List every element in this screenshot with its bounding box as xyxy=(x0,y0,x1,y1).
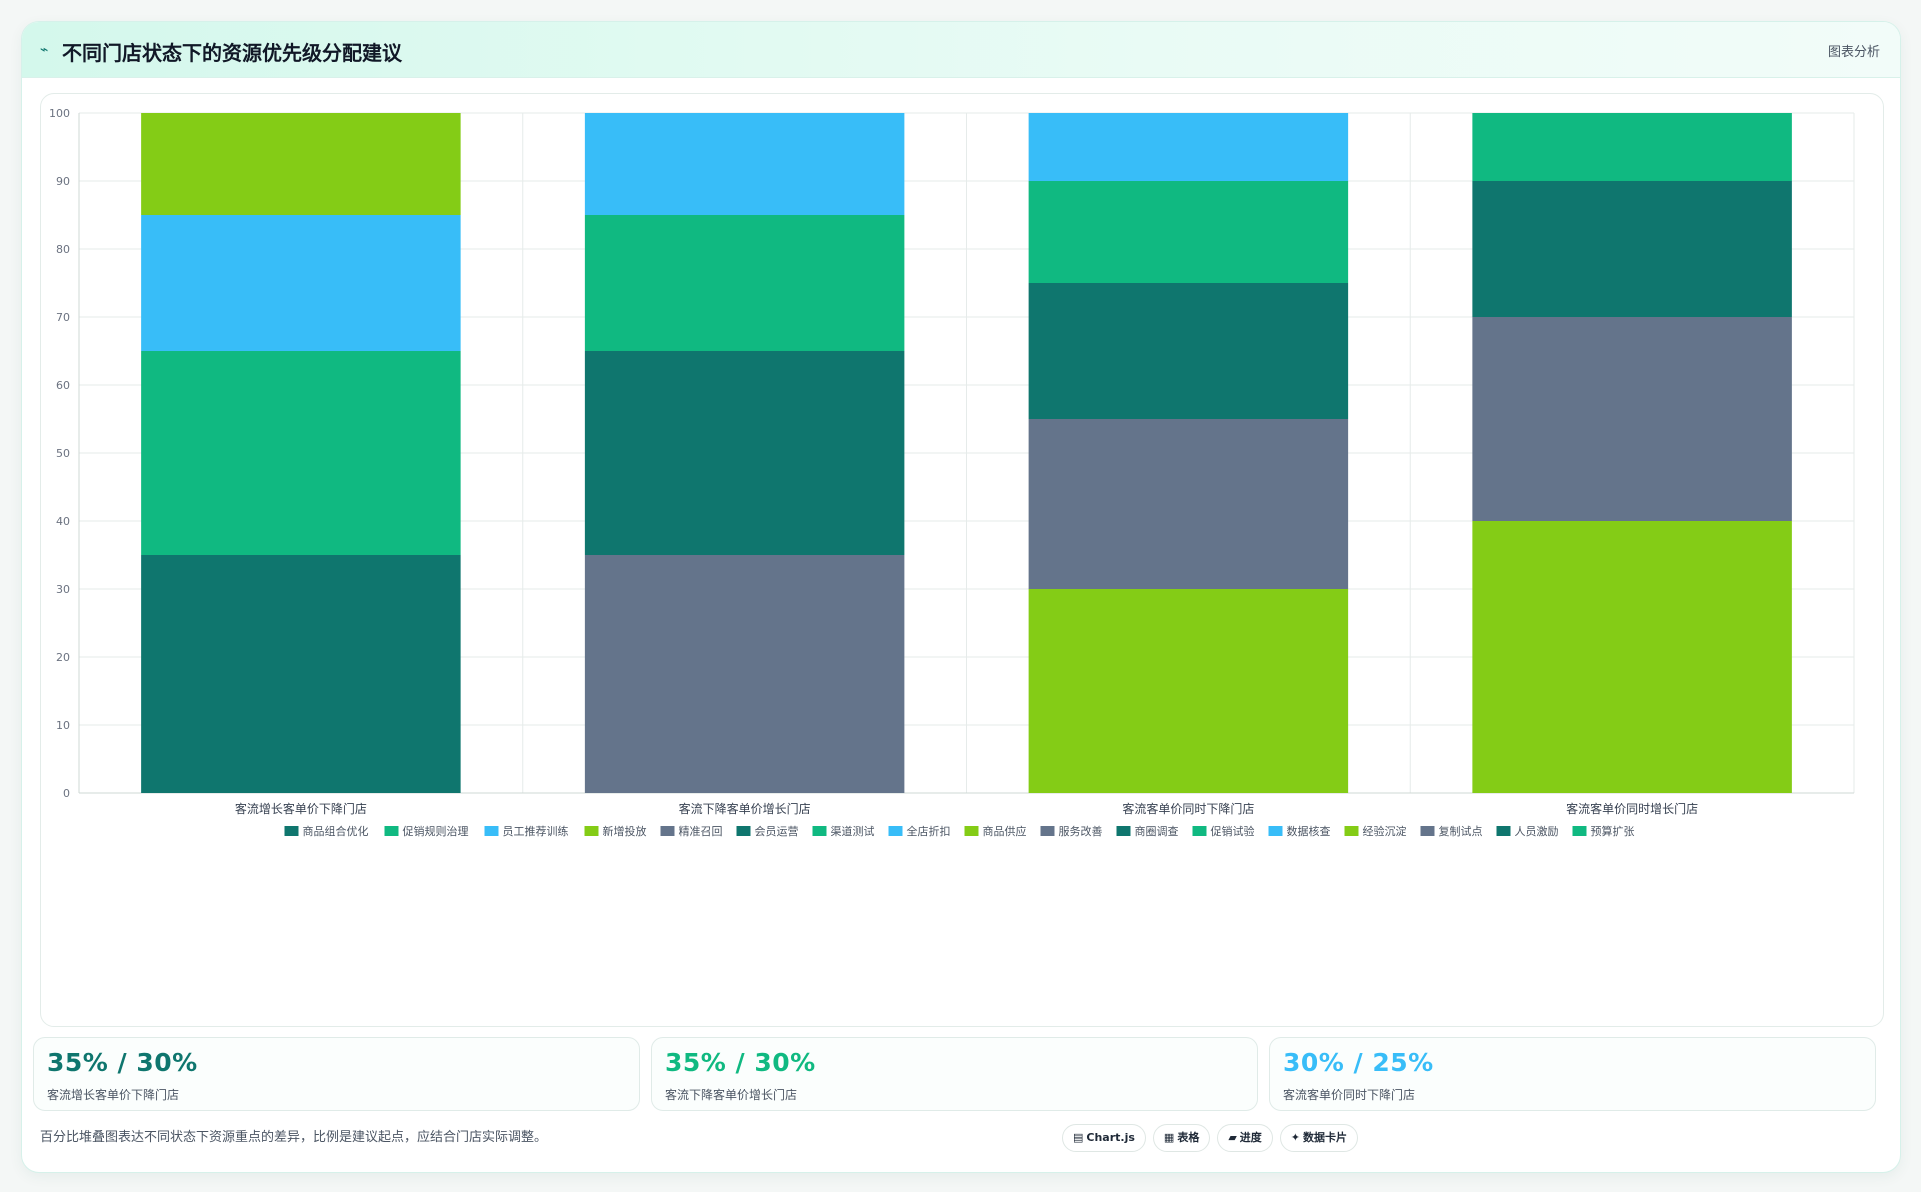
stat-value: 35% / 30% xyxy=(47,1048,198,1077)
y-tick-label: 30 xyxy=(56,583,70,596)
stacked-bar-chart: 0 10 20 30 40 50 60 70 80 90 100 客流增长客单价下降门店 客流下降客单价… xyxy=(49,107,1855,838)
card-icon: ✦ xyxy=(1290,1131,1301,1144)
legend-swatch xyxy=(1040,826,1055,836)
legend-label: 新增投放 xyxy=(603,824,647,838)
bar-segment xyxy=(584,351,905,555)
legend-label: 促销试验 xyxy=(1211,824,1255,838)
legend-swatch xyxy=(1116,826,1131,836)
chip-label: 表格 xyxy=(1177,1131,1200,1144)
chart-panel: 0 10 20 30 40 50 60 70 80 90 100 客流增长客单价下降门店 客流下降客单价… xyxy=(40,93,1884,1027)
legend-label: 商品组合优化 xyxy=(303,824,369,838)
x-tick-label: 客流客单价同时下降门店 xyxy=(1122,801,1254,816)
legend-label: 员工推荐训练 xyxy=(503,824,569,838)
sparkle-icon: ⌁ xyxy=(40,42,49,58)
chip-table[interactable]: ▦ 表格 xyxy=(1152,1124,1211,1152)
bar-segment xyxy=(141,351,461,555)
bar-segment xyxy=(584,215,905,351)
legend-swatch xyxy=(1572,826,1587,836)
stat-label: 客流客单价同时下降门店 xyxy=(1283,1088,1416,1102)
y-tick-label: 20 xyxy=(56,651,70,664)
legend-swatch xyxy=(1268,826,1283,836)
legend-label: 预算扩张 xyxy=(1591,824,1635,838)
bar-segment xyxy=(1472,181,1792,317)
bar-segment xyxy=(584,555,905,793)
legend-swatch xyxy=(284,826,299,836)
chip-chartjs[interactable]: ▤ Chart.js xyxy=(1062,1124,1146,1152)
y-tick-label: 0 xyxy=(63,787,70,800)
y-tick-label: 90 xyxy=(56,175,70,188)
chart-card: ⌁ 不同门店状态下的资源优先级分配建议 图表分析 0 10 20 30 40 50 60 70… xyxy=(21,21,1901,1173)
x-tick-label: 客流下降客单价增长门店 xyxy=(679,801,811,816)
bar-segment xyxy=(1472,521,1792,793)
stat-label: 客流下降客单价增长门店 xyxy=(665,1088,798,1102)
legend-swatch xyxy=(1344,826,1359,836)
card-header: ⌁ 不同门店状态下的资源优先级分配建议 图表分析 xyxy=(22,22,1900,78)
progress-icon: ▰ xyxy=(1228,1131,1237,1144)
chip-progress[interactable]: ▰ 进度 xyxy=(1217,1124,1273,1152)
legend-swatch xyxy=(736,826,751,836)
legend-swatch xyxy=(584,826,599,836)
legend-swatch xyxy=(660,826,675,836)
legend-label: 全店折扣 xyxy=(907,824,951,838)
bar-segment xyxy=(141,215,461,351)
legend-swatch xyxy=(964,826,979,836)
stat-label: 客流增长客单价下降门店 xyxy=(47,1088,180,1102)
bar-segment xyxy=(1028,283,1349,419)
bar-segment xyxy=(1472,113,1792,181)
tech-chips: ▤ Chart.js ▦ 表格 ▰ 进度 ✦ 数据卡片 xyxy=(1062,1124,1365,1152)
stat-card-3: 30% / 25% 客流客单价同时下降门店 xyxy=(1269,1037,1876,1111)
legend-swatch xyxy=(484,826,499,836)
legend-swatch xyxy=(384,826,399,836)
legend-label: 数据核查 xyxy=(1287,824,1331,838)
stat-card-2: 35% / 30% 客流下降客单价增长门店 xyxy=(651,1037,1258,1111)
y-tick-label: 50 xyxy=(56,447,70,460)
stat-card-1: 35% / 30% 客流增长客单价下降门店 xyxy=(33,1037,640,1111)
legend-swatch xyxy=(1496,826,1511,836)
bar-segment xyxy=(1028,419,1349,589)
footnote: 百分比堆叠图表达不同状态下资源重点的差异，比例是建议起点，应结合门店实际调整。 xyxy=(40,1130,548,1145)
legend-label: 复制试点 xyxy=(1439,824,1483,838)
legend-label: 会员运营 xyxy=(755,824,799,838)
chip-label: Chart.js xyxy=(1086,1131,1135,1144)
bar-segment xyxy=(1028,113,1349,181)
chart-icon: ▤ xyxy=(1073,1131,1084,1144)
legend-swatch xyxy=(812,826,827,836)
page-title: 不同门店状态下的资源优先级分配建议 xyxy=(62,41,402,65)
bar-segment xyxy=(584,113,905,215)
bar-segment xyxy=(141,555,461,793)
legend-label: 精准召回 xyxy=(679,825,723,838)
table-icon: ▦ xyxy=(1163,1131,1175,1144)
y-tick-label: 80 xyxy=(56,243,70,256)
chip-label: 数据卡片 xyxy=(1303,1131,1348,1144)
chart-analysis-label: 图表分析 xyxy=(1827,45,1880,60)
legend-swatch xyxy=(888,826,903,836)
bar-segment xyxy=(141,113,461,215)
bar-segment xyxy=(1028,589,1349,793)
legend-label: 商圈调查 xyxy=(1135,824,1179,838)
bar-segment xyxy=(1028,181,1349,283)
y-tick-label: 40 xyxy=(56,515,70,528)
chip-label: 进度 xyxy=(1239,1131,1262,1144)
bar-segment xyxy=(1472,317,1792,521)
stat-value: 35% / 30% xyxy=(665,1048,816,1077)
legend-label: 人员激励 xyxy=(1515,824,1559,838)
legend-label: 商品供应 xyxy=(983,824,1027,838)
legend-label: 服务改善 xyxy=(1059,824,1103,838)
legend-label: 渠道测试 xyxy=(831,824,875,838)
legend-label: 经验沉淀 xyxy=(1363,824,1407,838)
y-tick-label: 10 xyxy=(56,719,70,732)
x-tick-label: 客流增长客单价下降门店 xyxy=(235,801,367,816)
legend-label: 促销规则治理 xyxy=(403,824,469,838)
legend-swatch xyxy=(1192,826,1207,836)
y-tick-label: 60 xyxy=(56,379,70,392)
stat-value: 30% / 25% xyxy=(1283,1048,1434,1077)
y-tick-label: 100 xyxy=(49,107,70,120)
y-tick-label: 70 xyxy=(56,311,70,324)
legend-swatch xyxy=(1420,826,1435,836)
x-tick-label: 客流客单价同时增长门店 xyxy=(1566,801,1698,816)
chip-data-card[interactable]: ✦ 数据卡片 xyxy=(1279,1124,1359,1152)
